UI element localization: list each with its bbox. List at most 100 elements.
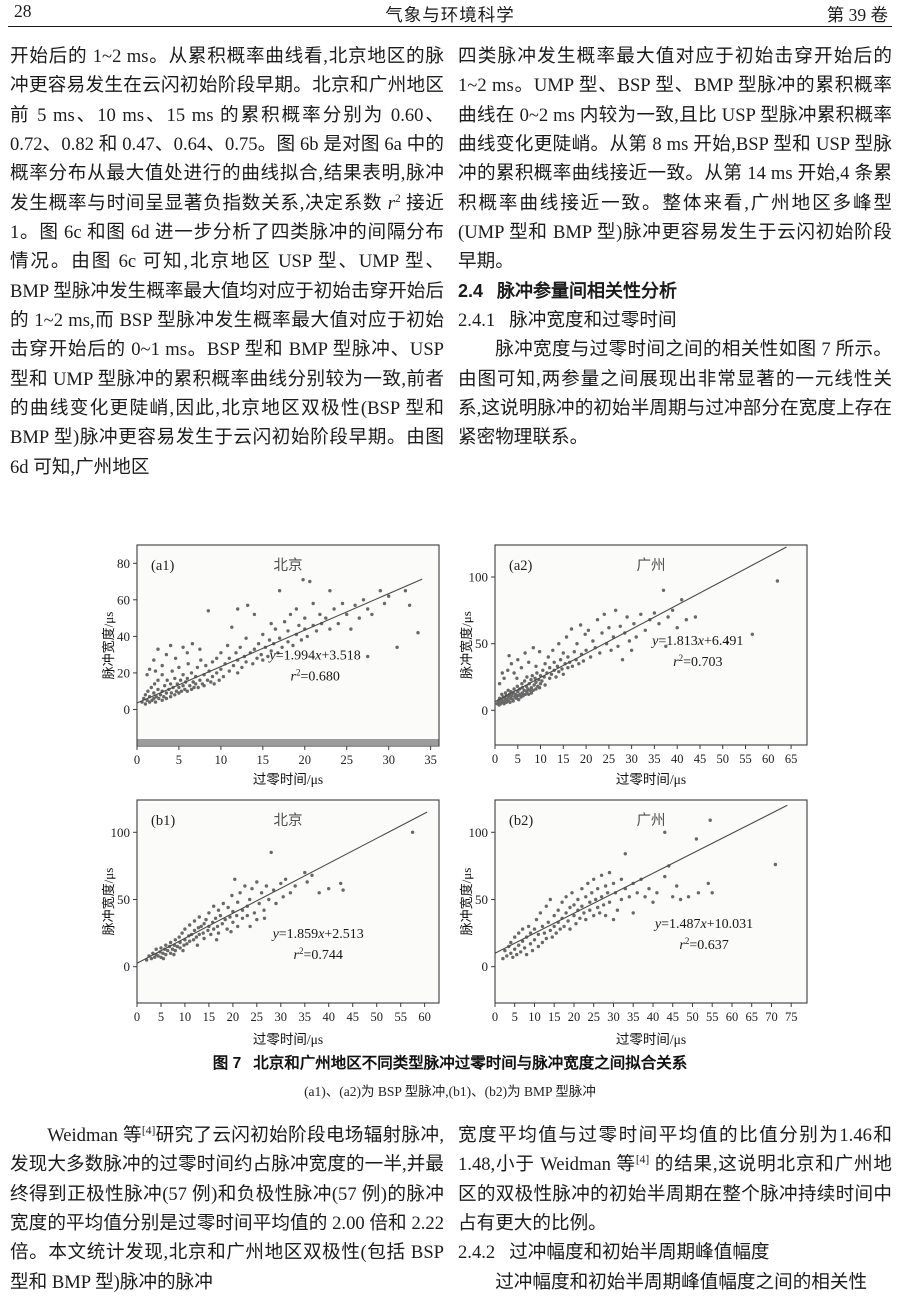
svg-text:45: 45	[694, 752, 707, 766]
svg-text:y=1.813x+6.491: y=1.813x+6.491	[650, 634, 743, 649]
svg-text:50: 50	[686, 1010, 699, 1024]
svg-text:(b2): (b2)	[509, 813, 533, 829]
svg-text:100: 100	[111, 825, 131, 840]
svg-text:30: 30	[382, 753, 395, 767]
svg-text:60: 60	[117, 592, 130, 607]
header-rule	[8, 26, 892, 27]
svg-text:5: 5	[176, 753, 182, 767]
svg-text:60: 60	[418, 1010, 431, 1024]
svg-text:10: 10	[528, 1010, 541, 1024]
svg-text:5: 5	[512, 1010, 518, 1024]
svg-text:脉冲宽度/μs: 脉冲宽度/μs	[101, 868, 116, 936]
svg-text:5: 5	[515, 752, 521, 766]
scatter-plot-a2: 0 5 10 15 20 25 30 35 40 45 50 55 60 65 0 50 100 (a2) 广州 过零…	[458, 532, 826, 800]
svg-text:r2=0.637: r2=0.637	[679, 936, 728, 953]
volume-label: 第 39 卷	[826, 5, 888, 25]
section-number: 2.4	[458, 280, 484, 301]
figure-caption: 图 7 北京和广州地区不同类型脉冲过零时间与脉冲宽度之间拟合关系	[0, 1051, 900, 1073]
column-left-bottom: Weidman 等[4]研究了云闪初始阶段电场辐射脉冲,发现大多数脉冲的过零时间…	[10, 1121, 444, 1303]
svg-text:r2=0.703: r2=0.703	[673, 653, 722, 670]
svg-text:20: 20	[117, 665, 130, 680]
svg-text:15: 15	[548, 1010, 561, 1024]
section-heading-2-4-2: 2.4.2 过冲幅度和初始半周期峰值幅度	[458, 1238, 892, 1267]
svg-text:25: 25	[251, 1010, 263, 1024]
svg-text:35: 35	[648, 752, 661, 766]
section-title: 脉冲参量间相关性分析	[497, 280, 678, 301]
section-heading-2-4-1: 2.4.1 脉冲宽度和过零时间	[458, 306, 892, 335]
svg-text:45: 45	[666, 1010, 679, 1024]
svg-text:r2=0.744: r2=0.744	[294, 946, 343, 963]
svg-text:65: 65	[785, 752, 798, 766]
svg-text:50: 50	[475, 636, 488, 651]
scatter-plot-a1: 0 5 10 15 20 25 30 35 0 20 40 60 80 (a1) 北京 过零时间/μs 脉冲宽度…	[100, 532, 458, 800]
svg-text:50: 50	[370, 1010, 383, 1024]
svg-text:0: 0	[482, 703, 489, 718]
svg-text:15: 15	[557, 752, 570, 766]
svg-text:55: 55	[739, 752, 752, 766]
svg-text:0: 0	[124, 702, 131, 717]
figure-7: 0 5 10 15 20 25 30 35 0 20 40 60 80 (a1) 北京 过零时间/μs 脉冲宽度…	[0, 520, 900, 1120]
paragraph: 脉冲宽度与过零时间之间的相关性如图 7 所示。由图可知,两参量之间展现出非常显著…	[458, 339, 892, 449]
svg-text:80: 80	[117, 556, 130, 571]
svg-text:50: 50	[716, 752, 729, 766]
svg-text:40: 40	[647, 1010, 660, 1024]
scatter-plot-b2: 0 5 10 15 20 25 30 35 40 45 50 55 60 65 70 75 0 50 100 (b2)…	[458, 788, 826, 1056]
section-title: 脉冲宽度和过零时间	[509, 310, 677, 332]
column-left-top: 开始后的 1~2 ms。从累积概率曲线看,北京地区的脉冲更容易发生在云闪初始阶段…	[10, 42, 444, 488]
svg-text:55: 55	[706, 1010, 719, 1024]
svg-text:60: 60	[726, 1010, 739, 1024]
svg-text:15: 15	[257, 753, 270, 767]
paragraph: 四类脉冲发生概率最大值对应于初始击穿开始后的 1~2 ms。UMP 型、BSP …	[458, 46, 892, 273]
svg-text:北京: 北京	[274, 557, 303, 574]
svg-text:35: 35	[424, 753, 437, 767]
figure-label: 图 7	[212, 1055, 242, 1072]
svg-text:55: 55	[394, 1010, 407, 1024]
svg-text:40: 40	[322, 1010, 335, 1024]
svg-text:25: 25	[603, 752, 616, 766]
paragraph: Weidman 等[4]研究了云闪初始阶段电场辐射脉冲,发现大多数脉冲的过零时间…	[10, 1124, 444, 1293]
svg-text:50: 50	[117, 892, 130, 907]
svg-text:(a2): (a2)	[509, 558, 533, 574]
svg-text:70: 70	[765, 1010, 778, 1024]
svg-text:脉冲宽度/μs: 脉冲宽度/μs	[459, 868, 474, 936]
scatter-plot-b1: 0 5 10 15 20 25 30 35 40 45 50 55 60 0 50 100 (b1) 北京 过零时间…	[100, 788, 458, 1056]
svg-text:过零时间/μs: 过零时间/μs	[253, 1032, 323, 1047]
svg-text:50: 50	[475, 892, 488, 907]
paragraph: 过冲幅度和初始半周期峰值幅度之间的相关性	[495, 1271, 868, 1293]
svg-text:0: 0	[492, 1010, 498, 1024]
svg-text:30: 30	[275, 1010, 288, 1024]
svg-text:20: 20	[568, 1010, 581, 1024]
svg-text:10: 10	[179, 1010, 192, 1024]
svg-text:35: 35	[627, 1010, 640, 1024]
svg-text:10: 10	[215, 753, 228, 767]
svg-text:20: 20	[227, 1010, 240, 1024]
figure-title: 北京和广州地区不同类型脉冲过零时间与脉冲宽度之间拟合关系	[253, 1055, 688, 1072]
svg-text:(a1): (a1)	[151, 558, 175, 574]
svg-text:过零时间/μs: 过零时间/μs	[253, 772, 323, 787]
svg-text:15: 15	[203, 1010, 216, 1024]
section-number: 2.4.2	[458, 1242, 496, 1264]
svg-text:y=1.487x+10.031: y=1.487x+10.031	[653, 917, 753, 932]
svg-text:65: 65	[745, 1010, 758, 1024]
svg-text:30: 30	[607, 1010, 620, 1024]
svg-text:过零时间/μs: 过零时间/μs	[616, 772, 686, 787]
svg-text:60: 60	[762, 752, 775, 766]
svg-text:25: 25	[587, 1010, 600, 1024]
page-number: 28	[14, 1, 32, 21]
svg-text:r2=0.680: r2=0.680	[291, 668, 340, 685]
section-title: 过冲幅度和初始半周期峰值幅度	[509, 1242, 770, 1264]
page-header: 28 气象与环境科学 第 39 卷	[10, 1, 890, 25]
column-right-top: 四类脉冲发生概率最大值对应于初始击穿开始后的 1~2 ms。UMP 型、BSP …	[458, 42, 892, 488]
svg-text:脉冲宽度/μs: 脉冲宽度/μs	[101, 612, 116, 680]
paragraph: 开始后的 1~2 ms。从累积概率曲线看,北京地区的脉冲更容易发生在云闪初始阶段…	[10, 46, 444, 478]
svg-text:40: 40	[117, 629, 130, 644]
svg-text:y=1.859x+2.513: y=1.859x+2.513	[271, 927, 364, 942]
svg-text:20: 20	[299, 753, 312, 767]
svg-text:25: 25	[340, 753, 353, 767]
svg-text:35: 35	[299, 1010, 312, 1024]
svg-text:(b1): (b1)	[151, 813, 175, 829]
svg-text:100: 100	[469, 570, 489, 585]
section-heading-2-4: 2.4 脉冲参量间相关性分析	[458, 277, 892, 306]
svg-text:20: 20	[580, 752, 593, 766]
